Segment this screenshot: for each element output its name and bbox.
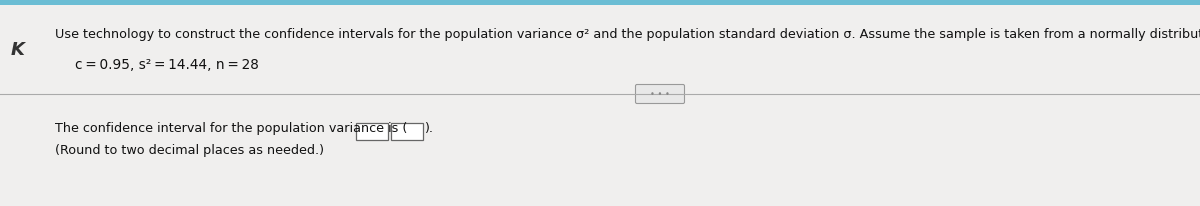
Text: c = 0.95, s² = 14.44, n = 28: c = 0.95, s² = 14.44, n = 28 — [74, 58, 259, 72]
Text: (Round to two decimal places as needed.): (Round to two decimal places as needed.) — [55, 143, 324, 156]
Text: Use technology to construct the confidence intervals for the population variance: Use technology to construct the confiden… — [55, 28, 1200, 41]
Bar — [0, 0, 1200, 6]
Text: The confidence interval for the population variance is (: The confidence interval for the populati… — [55, 121, 407, 134]
Text: K: K — [11, 41, 25, 59]
Text: ).: ). — [425, 121, 433, 134]
Bar — [356, 123, 389, 140]
FancyBboxPatch shape — [636, 85, 684, 104]
Text: • • •: • • • — [650, 90, 670, 99]
Bar — [391, 123, 424, 140]
